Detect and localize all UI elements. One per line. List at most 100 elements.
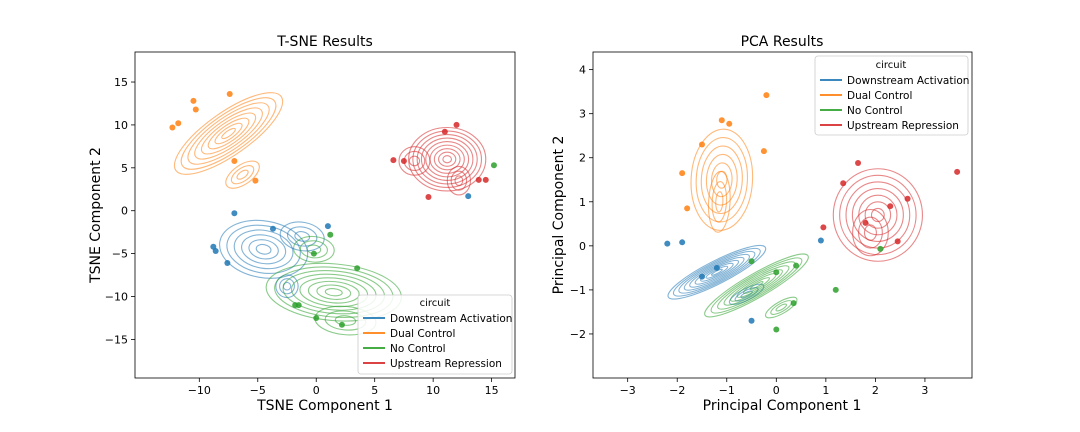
tsne-y-tick-label: −10 bbox=[105, 291, 128, 304]
tsne-kde-contour bbox=[200, 112, 257, 155]
tsne-kde-contour bbox=[420, 137, 474, 181]
tsne-data-point bbox=[465, 193, 472, 200]
tsne-kde-contour bbox=[307, 280, 360, 304]
tsne-x-ticks: −10 −5 0 5 10 15 bbox=[188, 378, 499, 397]
tsne-y-tick-label: −5 bbox=[112, 248, 128, 261]
tsne-kde-contour bbox=[334, 315, 357, 326]
pca-data-point bbox=[713, 264, 720, 271]
tsne-data-point bbox=[354, 265, 361, 272]
tsne-kde-contour bbox=[233, 229, 294, 270]
pca-data-point bbox=[954, 168, 961, 175]
pca-legend: circuit Downstream Activation Dual Contr… bbox=[814, 55, 969, 136]
pca-x-tick-label: −1 bbox=[719, 384, 735, 397]
pca-kde-contour bbox=[710, 268, 723, 276]
pca-kde-contour bbox=[858, 194, 898, 236]
tsne-panel: T-SNE Results −10 −5 0 5 10 15 −15 −10 −5 0 5 10 15… bbox=[88, 34, 516, 414]
tsne-kde-contour bbox=[248, 239, 279, 260]
pca-kde-contour bbox=[704, 253, 809, 318]
pca-kde-contour bbox=[690, 128, 754, 231]
tsne-kde-contour bbox=[230, 165, 255, 185]
tsne-legend-label: Dual Control bbox=[390, 328, 455, 340]
tsne-data-point bbox=[192, 106, 199, 113]
tsne-kde-contour bbox=[282, 281, 292, 291]
pca-kde-contour bbox=[863, 224, 877, 241]
pca-kde-contour bbox=[683, 253, 750, 291]
pca-legend-box bbox=[814, 55, 969, 136]
pca-x-tick-label: 3 bbox=[921, 384, 928, 397]
tsne-kde-contour bbox=[438, 151, 457, 167]
pca-data-point bbox=[790, 300, 797, 307]
tsne-data-point bbox=[231, 210, 238, 217]
pca-x-tick-label: 0 bbox=[773, 384, 780, 397]
pca-kde-contour bbox=[775, 303, 788, 312]
pca-data-point bbox=[887, 203, 894, 210]
tsne-x-tick-label: −10 bbox=[188, 384, 211, 397]
pca-kde-contour bbox=[832, 168, 924, 262]
pca-x-axis-label: Principal Component 1 bbox=[703, 398, 862, 414]
pca-kde-contour bbox=[845, 181, 911, 249]
tsne-axes-frame bbox=[134, 51, 516, 379]
pca-legend-label: No Control bbox=[847, 105, 903, 117]
tsne-x-tick-label: 10 bbox=[426, 384, 440, 397]
pca-kde-contour bbox=[723, 265, 790, 306]
tsne-data-point bbox=[313, 314, 320, 321]
tsne-kde-contour bbox=[398, 146, 431, 176]
pca-legend-label: Dual Control bbox=[847, 90, 912, 102]
pca-kde-contour bbox=[707, 170, 731, 233]
pca-data-point bbox=[832, 286, 839, 293]
pca-kde-contour bbox=[710, 162, 733, 198]
tsne-legend-label: Downstream Activation bbox=[390, 313, 512, 325]
tsne-data-point bbox=[292, 302, 299, 309]
tsne-data-point bbox=[338, 321, 345, 328]
pca-data-point bbox=[773, 326, 780, 333]
pca-kde-contour bbox=[710, 257, 803, 314]
tsne-x-tick-label: −5 bbox=[250, 384, 266, 397]
tsne-x-tick-label: 0 bbox=[313, 384, 320, 397]
tsne-data-point bbox=[425, 193, 432, 200]
pca-kde-contour bbox=[857, 216, 883, 249]
tsne-x-tick-label: 15 bbox=[485, 384, 499, 397]
pca-kde-contour bbox=[705, 153, 738, 206]
tsne-legend: circuit Downstream Activation Dual Contr… bbox=[357, 294, 513, 375]
tsne-x-tick-label: 5 bbox=[371, 384, 378, 397]
tsne-kde-contour bbox=[236, 169, 249, 180]
tsne-kde-contour bbox=[207, 117, 250, 150]
tsne-kde-contour bbox=[408, 126, 487, 192]
pca-kde-contour bbox=[672, 247, 761, 297]
tsne-y-tick-label: −15 bbox=[105, 333, 128, 346]
tsne-data-point bbox=[252, 177, 259, 184]
tsne-kde-contour bbox=[226, 224, 301, 274]
tsne-data-point bbox=[490, 162, 497, 169]
pca-data-point bbox=[698, 141, 705, 148]
tsne-kde-contour bbox=[293, 235, 335, 263]
tsne-kde-contour bbox=[450, 170, 468, 191]
tsne-legend-box bbox=[357, 294, 513, 375]
pca-data-point bbox=[698, 273, 705, 280]
tsne-data-point bbox=[482, 176, 489, 183]
tsne-legend-title: circuit bbox=[420, 298, 451, 309]
pca-y-tick-label: 3 bbox=[579, 108, 586, 121]
pca-kde-contour bbox=[742, 277, 770, 294]
pca-data-point bbox=[760, 148, 767, 155]
tsne-kde-contour bbox=[279, 221, 325, 252]
tsne-y-ticks: −15 −10 −5 0 5 10 15 bbox=[105, 76, 135, 346]
tsne-data-point bbox=[390, 157, 397, 164]
tsne-kde-contour bbox=[408, 155, 421, 167]
tsne-data-point bbox=[212, 248, 219, 255]
tsne-data-point bbox=[269, 225, 276, 232]
tsne-y-tick-label: 5 bbox=[121, 162, 128, 175]
pca-data-point bbox=[748, 317, 755, 324]
tsne-kde-contour bbox=[275, 274, 299, 299]
tsne-data-point bbox=[231, 157, 238, 164]
tsne-title: T-SNE Results bbox=[276, 34, 373, 50]
pca-data-point bbox=[817, 237, 824, 244]
tsne-x-axis-label: TSNE Component 1 bbox=[256, 398, 393, 414]
pca-x-tick-label: −2 bbox=[669, 384, 685, 397]
pca-x-tick-label: 1 bbox=[822, 384, 829, 397]
pca-data-point bbox=[718, 117, 725, 124]
pca-data-point bbox=[793, 262, 800, 269]
pca-data-point bbox=[664, 240, 671, 247]
tsne-data-point bbox=[226, 91, 233, 98]
tsne-kde-contour bbox=[173, 92, 284, 175]
